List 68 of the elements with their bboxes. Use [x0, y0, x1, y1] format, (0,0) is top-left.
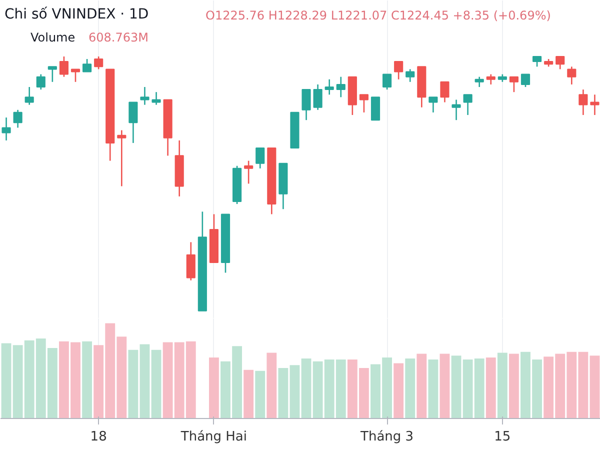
- bar: [486, 358, 496, 418]
- chart-title: Chi số VNINDEX · 1D: [4, 6, 149, 22]
- candlestick: [2, 116, 11, 142]
- candlestick: [152, 91, 161, 106]
- bar: [416, 354, 427, 418]
- x-tick-label: Tháng Hai: [180, 430, 248, 444]
- candlestick: [13, 109, 22, 128]
- candlestick: [590, 94, 600, 116]
- candlestick: [59, 56, 68, 78]
- candlestick: [359, 94, 368, 114]
- x-tick-label: 15: [494, 430, 511, 444]
- bar: [590, 356, 600, 418]
- chart-subtitle: O1225.76 H1228.29 L1221.07 C1224.45 +8.35 (+0.69%): [206, 8, 551, 22]
- candlestick: [556, 56, 565, 70]
- candlestick: [48, 66, 57, 83]
- candlestick: [394, 60, 404, 80]
- bar: [1, 343, 12, 418]
- bar: [497, 352, 508, 418]
- candlestick: [463, 94, 472, 116]
- candlestick: [36, 74, 46, 90]
- candlestick: [509, 76, 518, 93]
- bar: [405, 358, 416, 418]
- candlestick: [94, 56, 104, 70]
- candlestick: [117, 130, 126, 187]
- candlestick: [440, 81, 450, 103]
- candlestick: [578, 88, 588, 116]
- candlestick: [70, 68, 80, 83]
- candlestick: [128, 102, 138, 144]
- text: Volume: [30, 30, 76, 44]
- bar: [440, 354, 450, 418]
- bar: [509, 354, 519, 418]
- candlestick: [428, 96, 438, 114]
- candlestick: [244, 160, 254, 184]
- candlestick: [406, 68, 415, 83]
- candlestick: [186, 242, 196, 281]
- candlestick: [313, 84, 322, 111]
- bar: [290, 365, 300, 418]
- bar: [82, 341, 92, 418]
- bar: [451, 356, 462, 418]
- bar: [301, 358, 312, 418]
- bar: [394, 363, 404, 418]
- candlestick: [24, 86, 34, 106]
- candlestick: [370, 96, 380, 121]
- bar: [255, 370, 266, 418]
- bar: [266, 352, 277, 418]
- x-tick-label: Tháng 3: [360, 430, 414, 444]
- candlestick: [452, 99, 461, 121]
- candlestick: [567, 66, 576, 86]
- bar: [209, 358, 219, 418]
- candlestick: [324, 78, 334, 96]
- candlestick: [532, 56, 542, 68]
- candlestick: [474, 76, 484, 88]
- bar: [428, 359, 438, 418]
- candlestick: [302, 88, 311, 121]
- candlestick: [140, 86, 150, 106]
- candlestick: [486, 74, 496, 86]
- candlestick: [382, 74, 392, 90]
- bar: [151, 350, 162, 418]
- bar: [140, 344, 150, 418]
- candlestick: [256, 147, 265, 170]
- bar: [244, 370, 254, 418]
- text: 608.763M: [88, 30, 148, 44]
- candlestick: [82, 58, 92, 72]
- candlestick: [520, 74, 530, 88]
- x-tick-label: 18: [90, 430, 107, 444]
- bar: [278, 368, 288, 418]
- bar: [128, 350, 138, 418]
- candlestick: [336, 76, 346, 98]
